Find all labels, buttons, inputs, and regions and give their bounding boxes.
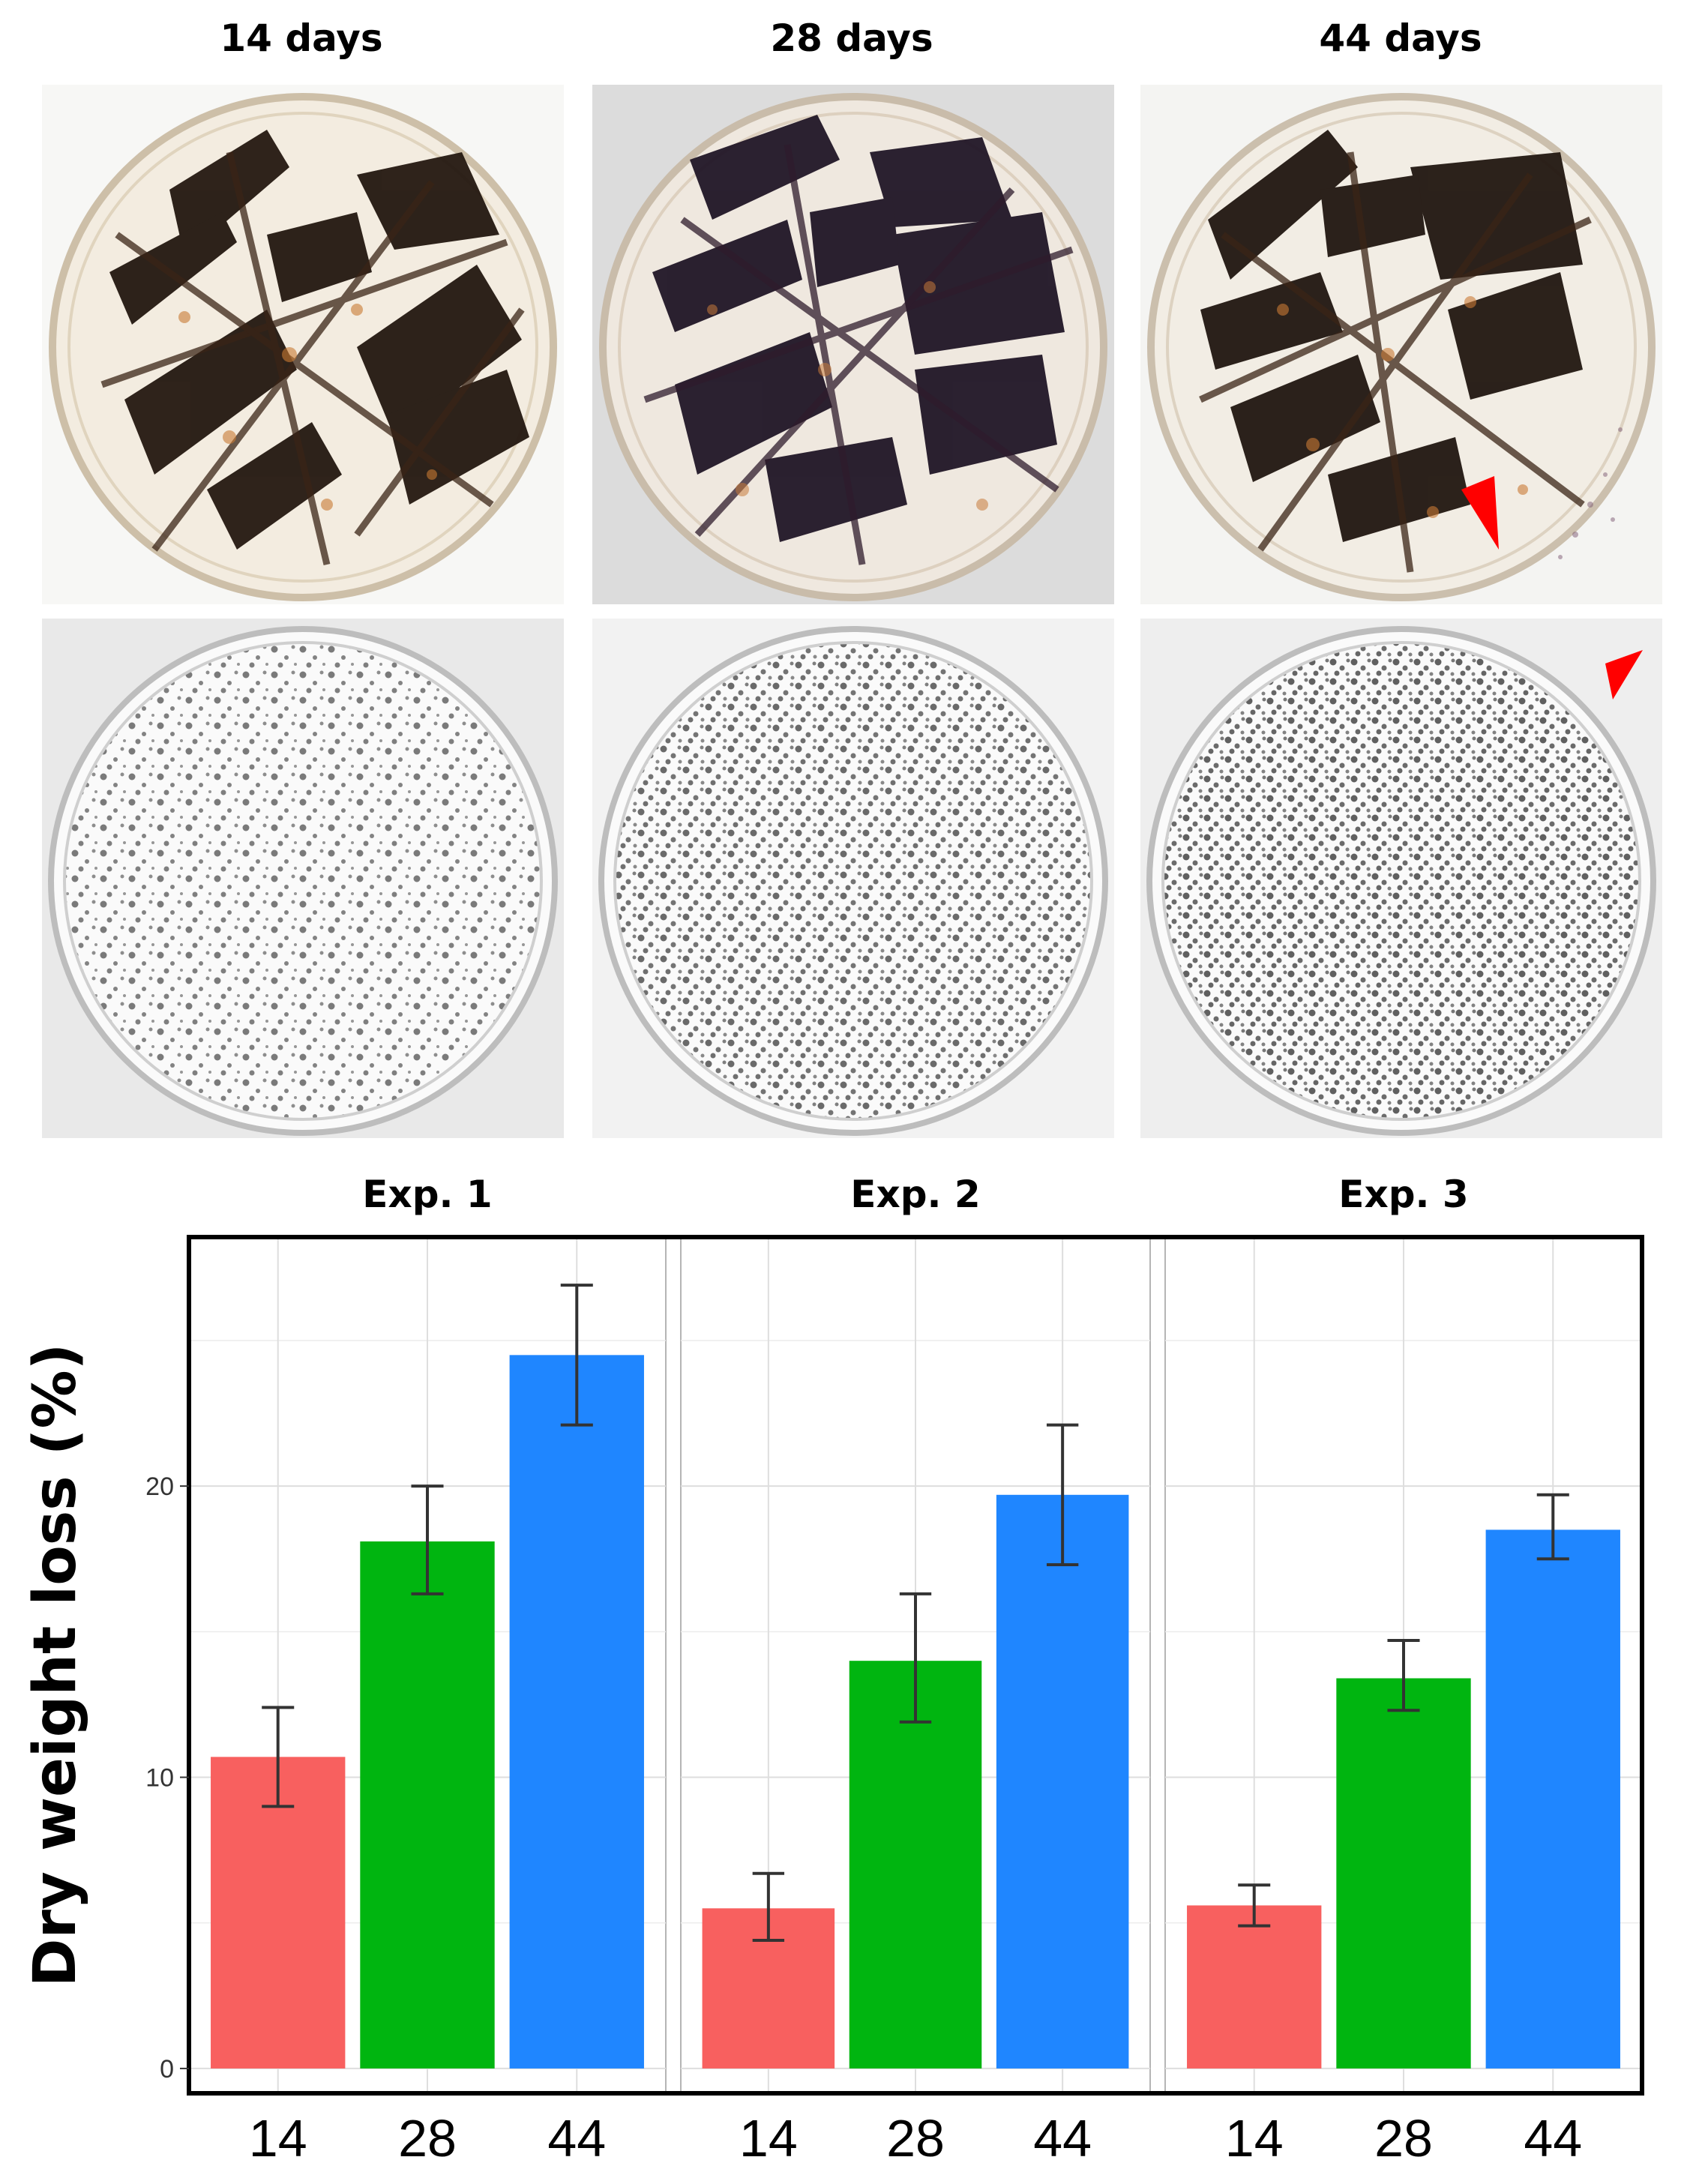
x-tick-label: 28 — [1374, 2109, 1433, 2168]
bar-exp3-44 — [1485, 1529, 1620, 2069]
column-title-44-days: 44 days — [1319, 16, 1482, 60]
red-arrowhead-marker — [1605, 650, 1643, 700]
y-axis-label: Dry weight loss (%) — [22, 1344, 89, 1988]
x-tick-label: 28 — [398, 2109, 457, 2168]
x-tick-label: 14 — [249, 2109, 307, 2168]
bar-exp3-28 — [1336, 1678, 1471, 2069]
facet-title: Exp. 3 — [1338, 1173, 1468, 1216]
red-arrowhead-marker — [1461, 476, 1499, 550]
x-tick-label: 14 — [739, 2109, 798, 2168]
petri-dish-photo-44-days-straw — [1140, 85, 1662, 604]
x-tick-label: 14 — [1225, 2109, 1284, 2168]
facet-title: Exp. 1 — [362, 1173, 492, 1216]
x-tick-label: 44 — [547, 2109, 606, 2168]
bar-exp3-14 — [1187, 1905, 1322, 2069]
column-title-28-days: 28 days — [770, 16, 933, 60]
y-tick-label: 10 — [145, 1764, 174, 1793]
petri-dish-photo-14-days-straw — [42, 85, 564, 604]
bar-exp2-44 — [996, 1494, 1129, 2069]
chart-frame — [187, 1235, 1644, 2096]
y-tick-label: 0 — [160, 2055, 174, 2084]
petri-dish-photo-28-days-residue — [592, 619, 1114, 1138]
dry-weight-loss-chart: 14 28 44 Exp. 1 14 28 44 Exp. 2 14 28 44 Exp. 3 0 10 2… — [22, 1173, 1644, 2168]
x-tick-label: 44 — [1524, 2109, 1582, 2168]
petri-dish-photo-14-days-residue — [42, 619, 564, 1138]
column-title-14-days: 14 days — [220, 16, 383, 60]
bar-exp2-28 — [849, 1661, 982, 2069]
petri-dish-photo-28-days-straw — [592, 85, 1114, 604]
x-tick-label: 44 — [1033, 2109, 1092, 2168]
bar-exp1-44 — [509, 1355, 644, 2069]
facet-title: Exp. 2 — [850, 1173, 980, 1216]
petri-dish-photo-44-days-residue — [1140, 619, 1662, 1138]
y-tick-label: 20 — [145, 1472, 174, 1501]
bar-exp1-14 — [211, 1757, 346, 2069]
x-tick-label: 28 — [886, 2109, 945, 2168]
bar-exp1-28 — [360, 1541, 495, 2069]
